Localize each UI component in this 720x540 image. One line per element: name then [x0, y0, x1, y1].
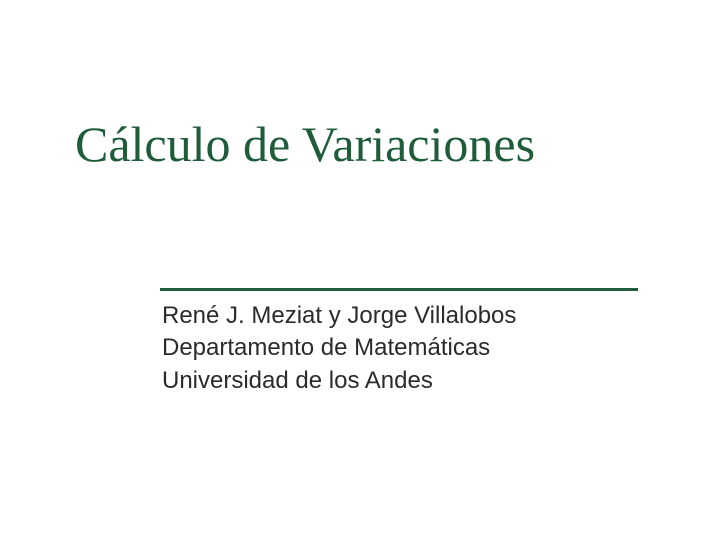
university-line: Universidad de los Andes	[162, 365, 516, 397]
slide-body: René J. Meziat y Jorge Villalobos Depart…	[162, 300, 516, 397]
department-line: Departamento de Matemáticas	[162, 332, 516, 364]
slide: Cálculo de Variaciones René J. Meziat y …	[0, 0, 720, 540]
slide-title: Cálculo de Variaciones	[75, 115, 535, 173]
title-divider	[160, 288, 638, 291]
authors-line: René J. Meziat y Jorge Villalobos	[162, 300, 516, 332]
